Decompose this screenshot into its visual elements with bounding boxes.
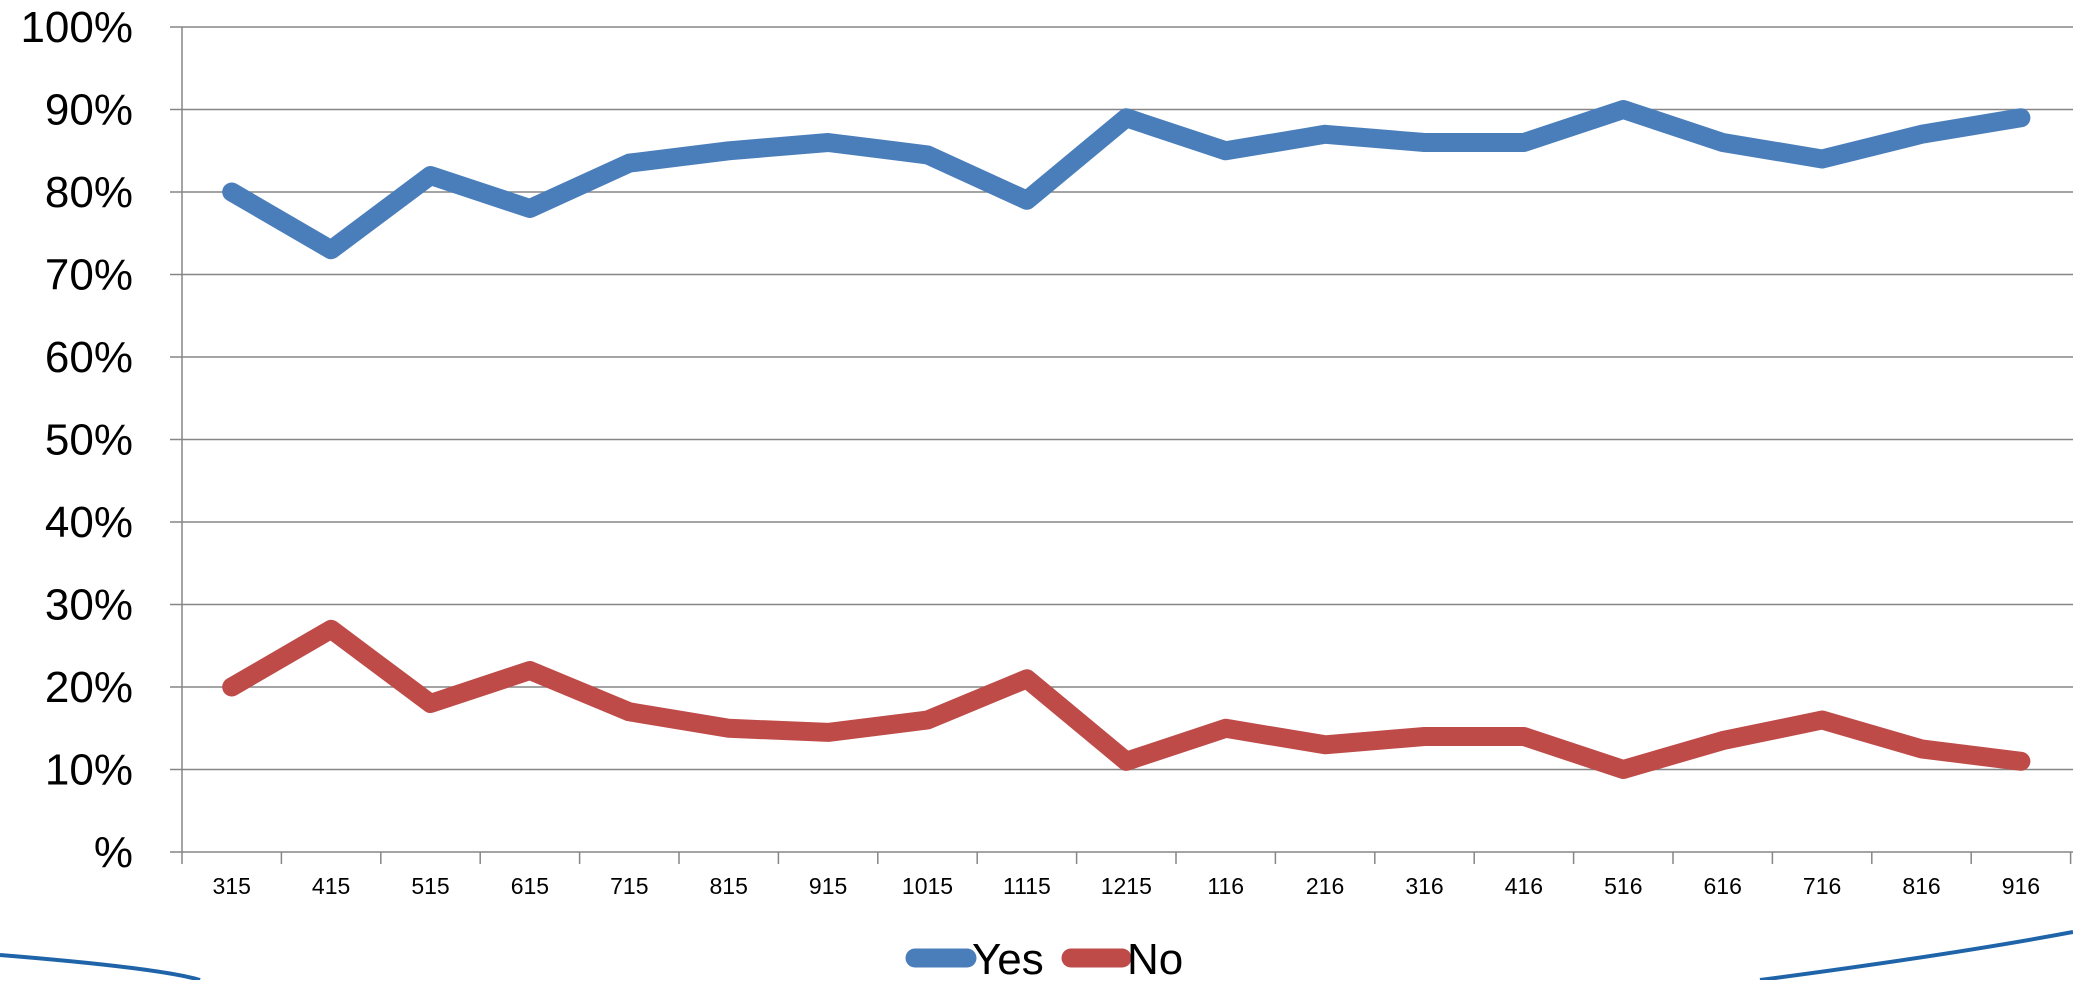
series-line-no: [222, 619, 2031, 779]
x-tick-label: 615: [511, 873, 549, 899]
x-tick-label: 916: [2002, 873, 2040, 899]
x-tick-label: 616: [1704, 873, 1742, 899]
decorative-swoosh: [0, 930, 2073, 982]
x-tick-label: 915: [809, 873, 847, 899]
y-tick-label: 80%: [45, 168, 133, 217]
x-tick-label: 315: [213, 873, 251, 899]
x-tick-label: 516: [1604, 873, 1642, 899]
series-lines: [222, 100, 2031, 779]
swoosh-right: [1759, 930, 2073, 982]
legend: Yes No: [905, 935, 1183, 984]
y-tick-label: 50%: [45, 416, 133, 465]
x-tick-label: 416: [1505, 873, 1543, 899]
y-tick-label: 60%: [45, 333, 133, 382]
y-tick-label: 70%: [45, 251, 133, 300]
x-tick-label: 1115: [1003, 873, 1051, 899]
x-tick-label: 116: [1207, 873, 1244, 899]
series-line-yes: [222, 100, 2031, 260]
y-tick-label: 90%: [45, 86, 133, 135]
x-tick-label: 1215: [1101, 873, 1152, 899]
legend-label-yes: Yes: [972, 935, 1044, 980]
axes: % 10% 20% 30% 40% 50% 60% 70% 80% 90% 100% 315 415 51…: [20, 3, 2073, 899]
y-tick-label: 10%: [45, 746, 133, 795]
x-tick-label: 1015: [902, 873, 953, 899]
x-tick-label: 316: [1405, 873, 1443, 899]
x-tick-label: 715: [610, 873, 648, 899]
x-tick-label: 716: [1803, 873, 1841, 899]
y-tick-label: 20%: [45, 663, 133, 712]
y-tick-label: 100%: [20, 3, 133, 52]
legend-label-no: No: [1127, 935, 1183, 980]
gridlines: [182, 26, 2073, 771]
swoosh-left: [0, 953, 201, 982]
y-tick-label: 40%: [45, 498, 133, 547]
x-tick-label: 815: [710, 873, 748, 899]
x-tick-label: 216: [1306, 873, 1344, 899]
y-tick-label: %: [94, 828, 133, 877]
x-tick-label: 415: [312, 873, 350, 899]
y-tick-label: 30%: [45, 581, 133, 630]
x-tick-label: 515: [411, 873, 449, 899]
x-tick-label: 816: [1902, 873, 1940, 899]
